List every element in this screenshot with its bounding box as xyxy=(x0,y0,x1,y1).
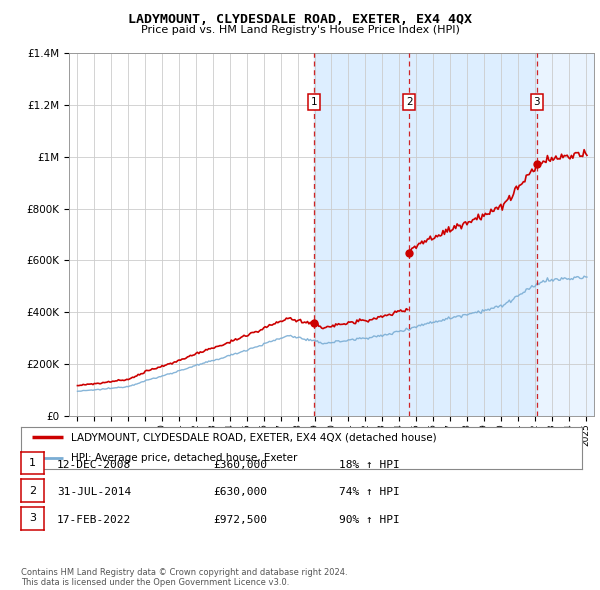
Text: 17-FEB-2022: 17-FEB-2022 xyxy=(57,515,131,525)
Text: 2: 2 xyxy=(29,486,36,496)
Text: 3: 3 xyxy=(533,97,540,107)
Text: 2: 2 xyxy=(406,97,412,107)
Text: 18% ↑ HPI: 18% ↑ HPI xyxy=(339,460,400,470)
Bar xyxy=(537,53,594,416)
Text: 12-DEC-2008: 12-DEC-2008 xyxy=(57,460,131,470)
Text: LADYMOUNT, CLYDESDALE ROAD, EXETER, EX4 4QX: LADYMOUNT, CLYDESDALE ROAD, EXETER, EX4 … xyxy=(128,13,472,26)
Text: Price paid vs. HM Land Registry's House Price Index (HPI): Price paid vs. HM Land Registry's House … xyxy=(140,25,460,35)
Bar xyxy=(314,53,409,416)
Text: 3: 3 xyxy=(29,513,36,523)
Text: £630,000: £630,000 xyxy=(213,487,267,497)
Text: £360,000: £360,000 xyxy=(213,460,267,470)
Text: Contains HM Land Registry data © Crown copyright and database right 2024.: Contains HM Land Registry data © Crown c… xyxy=(21,568,347,577)
Text: 1: 1 xyxy=(310,97,317,107)
Text: This data is licensed under the Open Government Licence v3.0.: This data is licensed under the Open Gov… xyxy=(21,578,289,587)
Text: 90% ↑ HPI: 90% ↑ HPI xyxy=(339,515,400,525)
Bar xyxy=(409,53,537,416)
Text: £972,500: £972,500 xyxy=(213,515,267,525)
Text: HPI: Average price, detached house, Exeter: HPI: Average price, detached house, Exet… xyxy=(71,454,298,463)
Text: 74% ↑ HPI: 74% ↑ HPI xyxy=(339,487,400,497)
Text: 1: 1 xyxy=(29,458,36,468)
Text: 31-JUL-2014: 31-JUL-2014 xyxy=(57,487,131,497)
Text: LADYMOUNT, CLYDESDALE ROAD, EXETER, EX4 4QX (detached house): LADYMOUNT, CLYDESDALE ROAD, EXETER, EX4 … xyxy=(71,432,437,442)
